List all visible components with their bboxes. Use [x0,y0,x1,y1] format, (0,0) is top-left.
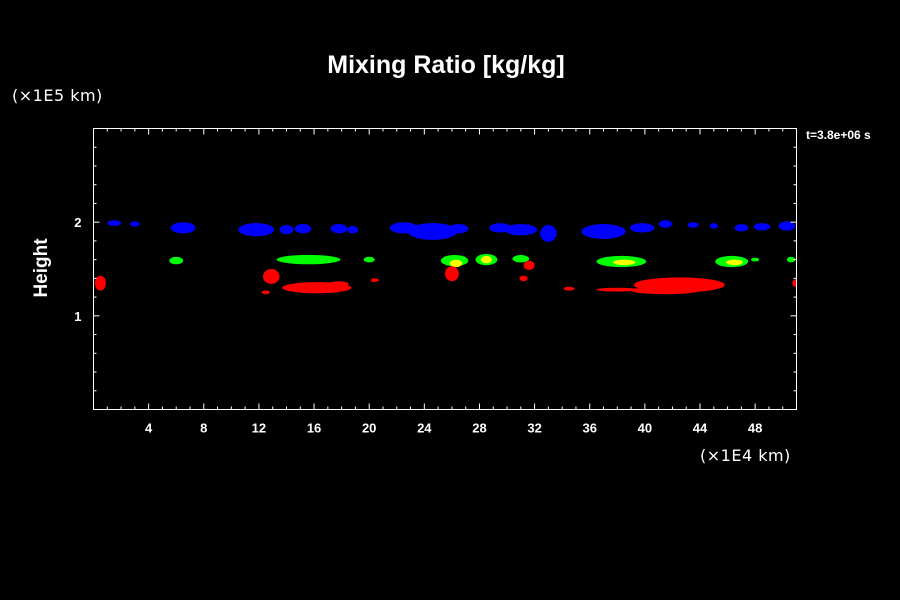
blue-contour-region [734,224,749,232]
blue-contour-region [778,221,796,231]
x-tick-label: 24 [417,421,432,436]
red-contour-region [445,266,459,282]
blue-contour-region [107,220,122,226]
yellow-contour-region [449,259,463,268]
y-axis-label: Height [31,238,52,298]
x-tick-label: 48 [748,421,762,436]
blue-contour-region [279,225,294,235]
blue-contour-region [504,224,538,236]
blue-contour-region [687,222,699,228]
yellow-contour-region [480,255,492,264]
green-contour-region [512,255,530,263]
green-contour-region [363,256,375,263]
blue-contour-region [238,223,275,237]
blue-contour-region [581,224,626,239]
x-tick-label: 40 [638,421,652,436]
red-contour-region [792,279,796,287]
x-tick-label: 16 [307,421,321,436]
red-contour-region [370,278,379,283]
green-contour-region [169,256,184,265]
blue-contour-region [294,224,312,234]
x-tick-label: 32 [527,421,541,436]
ticks-layer [93,128,797,410]
chart-title: Mixing Ratio [kg/kg] [327,51,565,79]
yellow-contour-region [613,259,636,266]
blue-contour-region [170,222,196,234]
blue-contour-region [540,225,557,242]
x-tick-label: 12 [252,421,266,436]
contour-layer [94,220,796,295]
blue-contour-region [130,221,140,227]
blue-contour-region [629,223,655,233]
blue-contour-region [709,223,718,229]
x-tick-label: 44 [693,421,708,436]
plot-frame [93,128,797,410]
blue-contour-region [753,223,771,231]
x-unit-label: (×1E4 km) [700,446,791,465]
y-unit-label: (×1E5 km) [12,86,103,105]
red-contour-region [523,260,535,270]
x-tick-label: 4 [145,421,153,436]
y-tick-label: 1 [74,309,81,324]
red-contour-region [263,269,280,284]
x-tick-label: 20 [362,421,376,436]
blue-contour-region [658,220,673,228]
red-contour-region [261,290,270,295]
yellow-contour-region [726,259,743,266]
red-contour-region [563,286,575,291]
blue-contour-region [407,223,458,240]
red-contour-region [329,281,349,287]
x-tick-label: 28 [472,421,486,436]
red-contour-region [519,275,528,282]
blue-contour-region [449,224,469,234]
red-contour-region [94,275,106,291]
red-contour-region [631,286,700,295]
green-contour-region [751,257,760,262]
x-tick-label: 36 [583,421,597,436]
red-contour-region [596,287,638,292]
green-contour-region [276,254,341,265]
time-label: t=3.8e+06 s [806,128,871,142]
green-contour-region [786,256,796,263]
y-tick-label: 2 [74,215,81,230]
x-tick-label: 8 [200,421,207,436]
blue-contour-region [330,224,348,234]
blue-contour-region [347,226,359,234]
